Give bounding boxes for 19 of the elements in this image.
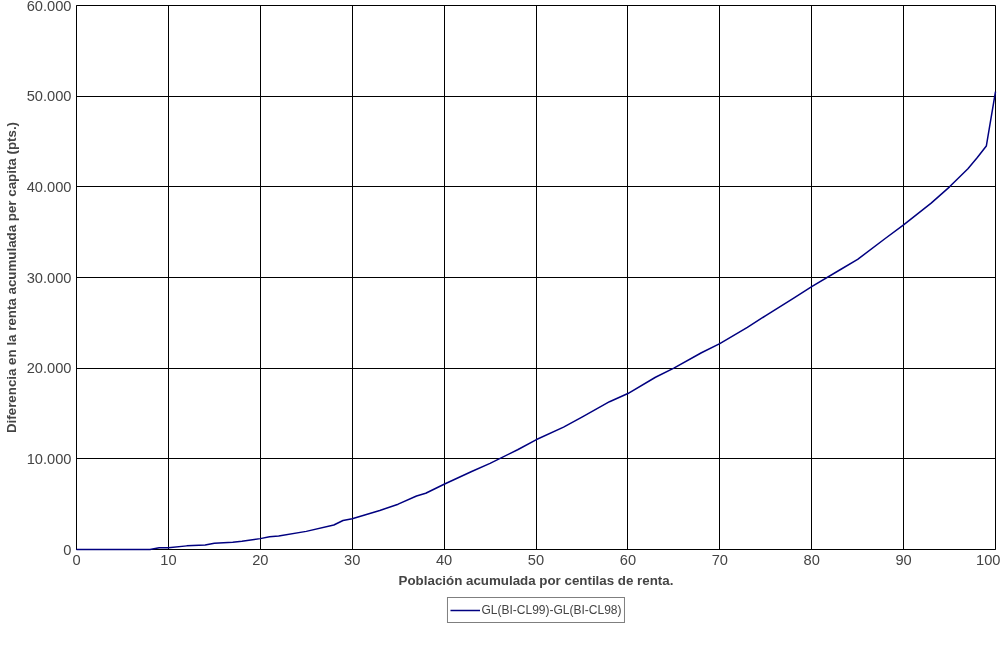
y-tick-label: 60.000 bbox=[26, 0, 72, 14]
legend-label: GL(BI-CL99)-GL(BI-CL98) bbox=[481, 603, 622, 617]
y-tick-label: 30.000 bbox=[26, 269, 72, 286]
x-axis-title: Población acumulada por centilas de renta. bbox=[398, 572, 674, 588]
y-tick-label: 10.000 bbox=[26, 450, 72, 467]
x-tick-label: 100 bbox=[976, 551, 1001, 568]
y-tick-label: 20.000 bbox=[26, 360, 72, 377]
x-tick-label: 20 bbox=[252, 551, 269, 568]
x-tick-label: 40 bbox=[435, 551, 453, 568]
x-tick-label: 10 bbox=[160, 551, 177, 568]
x-tick-label: 60 bbox=[619, 551, 637, 568]
y-tick-label: 50.000 bbox=[26, 88, 72, 105]
x-tick-label: 30 bbox=[344, 551, 361, 568]
y-tick-label: 40.000 bbox=[26, 178, 72, 195]
x-tick-label: 80 bbox=[803, 551, 820, 568]
x-tick-label: 90 bbox=[895, 551, 912, 568]
x-tick-label: 70 bbox=[711, 551, 728, 568]
x-tick-label: 50 bbox=[527, 551, 545, 568]
y-axis-title: Diferencia en la renta acumulada per capita (pts.) bbox=[3, 121, 19, 434]
